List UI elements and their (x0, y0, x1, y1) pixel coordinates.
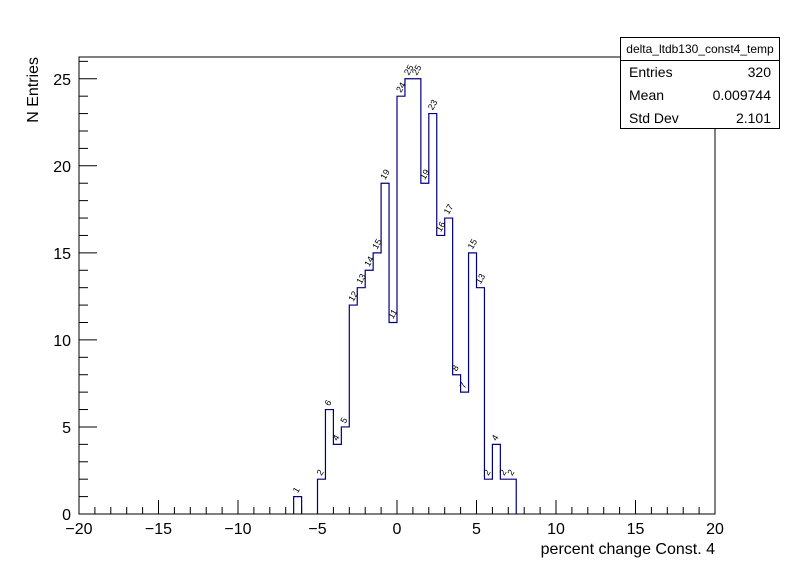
histogram-bin (484, 479, 492, 514)
bin-value-label: 1 (291, 485, 302, 494)
bin-value-label: 4 (330, 433, 341, 442)
y-tick-label: 20 (53, 159, 71, 176)
histogram-bin (508, 479, 516, 514)
histogram-bin (349, 305, 357, 514)
histogram-bin (365, 270, 373, 514)
stats-title: delta_ltdb130_const4_temp (621, 38, 779, 61)
y-tick-label: 15 (53, 246, 71, 263)
stats-row-entries: Entries 320 (621, 61, 779, 84)
bin-value-label: 23 (426, 98, 440, 112)
stats-box: delta_ltdb130_const4_temp Entries 320 Me… (620, 37, 780, 129)
histogram-bin (405, 79, 413, 514)
bin-value-label: 25 (410, 63, 424, 77)
y-tick-label: 25 (53, 72, 71, 89)
bin-value-label: 4 (489, 433, 500, 442)
histogram-bin (373, 253, 381, 514)
bin-value-label: 19 (418, 168, 432, 182)
x-axis-title: percent change Const. 4 (541, 541, 715, 558)
bin-value-label: 2 (497, 468, 508, 477)
histogram-bin (421, 183, 429, 514)
histogram-bin (389, 322, 397, 514)
bin-value-label: 2 (481, 468, 492, 477)
x-tick-label: 20 (706, 521, 724, 538)
stats-label: Entries (629, 64, 673, 80)
bin-value-labels: 1264512131415191124252519231617871513242… (291, 63, 517, 495)
bin-value-label: 25 (402, 63, 416, 77)
x-tick-label: −10 (224, 521, 251, 538)
stats-row-stddev: Std Dev 2.101 (621, 107, 779, 130)
bin-value-label: 17 (442, 202, 456, 216)
x-tick-label: −15 (145, 521, 172, 538)
histogram-bin (437, 235, 445, 514)
bin-value-label: 11 (386, 307, 399, 320)
bin-value-label: 19 (378, 168, 392, 182)
y-tick-label: 10 (53, 333, 71, 350)
x-tick-label: −20 (65, 521, 92, 538)
x-tick-label: 10 (547, 521, 565, 538)
x-tick-label: 5 (472, 521, 481, 538)
bin-value-label: 14 (362, 255, 376, 269)
y-axis-ticks: 0 5 10 15 20 25 (53, 60, 97, 524)
histogram-bin (461, 392, 469, 514)
histogram-bin (492, 444, 500, 514)
histogram-bin (413, 79, 421, 514)
histogram-bin (318, 479, 326, 514)
bin-value-label: 2 (315, 468, 326, 477)
bin-value-label: 13 (354, 272, 368, 286)
histogram-bins (294, 79, 517, 514)
histogram-bin (500, 479, 508, 514)
histogram-bin (325, 410, 333, 514)
bin-value-label: 13 (474, 272, 488, 286)
bin-value-label: 7 (458, 381, 469, 390)
bin-value-label: 15 (466, 237, 480, 251)
x-tick-label: −5 (308, 521, 326, 538)
histogram-bin (453, 375, 461, 514)
stats-value: 0.009744 (712, 87, 771, 103)
stats-label: Mean (629, 87, 665, 103)
y-tick-label: 0 (62, 507, 71, 524)
stats-value: 2.101 (735, 110, 771, 126)
histogram-bin (341, 427, 349, 514)
histogram-bin (294, 497, 302, 514)
x-tick-label: 0 (393, 521, 402, 538)
stats-value: 320 (747, 64, 771, 80)
histogram-bin (469, 253, 477, 514)
histogram-bin (333, 444, 341, 514)
bin-value-label: 8 (450, 363, 461, 372)
x-axis-ticks: −20 −15 −10 −5 0 5 10 15 20 (65, 500, 724, 538)
bin-value-label: 16 (434, 220, 448, 234)
y-tick-label: 5 (62, 420, 71, 437)
x-tick-label: 15 (627, 521, 645, 538)
bin-value-label: 24 (394, 80, 408, 94)
bin-value-label: 6 (322, 398, 333, 407)
histogram-bin (357, 288, 365, 514)
stats-row-mean: Mean 0.009744 (621, 84, 779, 107)
y-axis-title: N Entries (25, 57, 42, 123)
bin-value-label: 5 (338, 416, 349, 425)
bin-value-label: 2 (505, 468, 516, 477)
histogram-bin (477, 288, 485, 514)
histogram-bin (397, 96, 405, 514)
histogram-outline (293, 78, 517, 514)
histogram-bin (381, 183, 389, 514)
bin-value-label: 15 (370, 237, 384, 251)
stats-label: Std Dev (629, 110, 679, 126)
bin-value-label: 12 (346, 289, 360, 303)
